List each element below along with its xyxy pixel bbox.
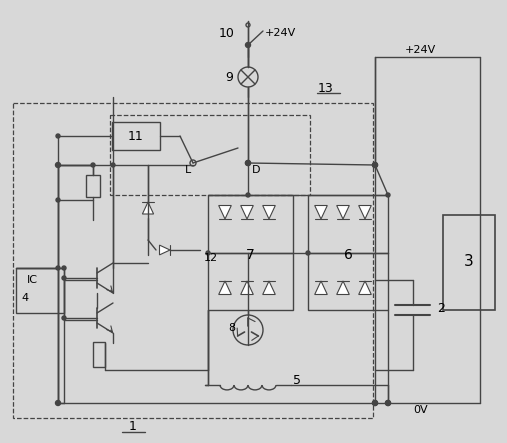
Text: 13: 13 — [318, 82, 334, 94]
Text: +24V: +24V — [265, 28, 296, 38]
Bar — [93, 342, 105, 367]
Circle shape — [56, 198, 60, 202]
Bar — [112, 122, 160, 150]
Text: IC: IC — [26, 275, 38, 285]
Circle shape — [91, 163, 95, 167]
Circle shape — [306, 251, 310, 255]
Circle shape — [373, 400, 378, 405]
Text: D: D — [252, 165, 261, 175]
Bar — [208, 195, 293, 310]
Circle shape — [62, 276, 66, 280]
Circle shape — [206, 251, 210, 255]
Circle shape — [56, 266, 60, 270]
Polygon shape — [142, 202, 154, 214]
Circle shape — [111, 163, 115, 167]
Polygon shape — [358, 281, 371, 295]
Text: 12: 12 — [204, 253, 218, 263]
Polygon shape — [337, 206, 349, 219]
Circle shape — [245, 43, 250, 47]
Text: 7: 7 — [245, 248, 255, 262]
Polygon shape — [263, 281, 275, 295]
Polygon shape — [219, 206, 231, 219]
Polygon shape — [337, 281, 349, 295]
Polygon shape — [219, 281, 231, 295]
Text: L: L — [185, 165, 191, 175]
Polygon shape — [241, 281, 254, 295]
Bar — [16, 268, 64, 313]
Polygon shape — [160, 245, 170, 255]
Text: 6: 6 — [344, 248, 352, 262]
Polygon shape — [263, 206, 275, 219]
Circle shape — [246, 193, 250, 197]
Polygon shape — [315, 281, 328, 295]
Text: 5: 5 — [293, 373, 301, 386]
Text: 0V: 0V — [413, 405, 427, 415]
Circle shape — [386, 193, 390, 197]
Polygon shape — [315, 206, 328, 219]
Circle shape — [373, 163, 378, 167]
Circle shape — [245, 160, 250, 166]
Circle shape — [62, 316, 66, 320]
Bar — [13, 103, 373, 418]
Circle shape — [373, 400, 378, 405]
Circle shape — [373, 163, 378, 167]
Bar — [443, 215, 495, 310]
Circle shape — [385, 400, 390, 405]
Polygon shape — [358, 206, 371, 219]
Text: 1: 1 — [129, 420, 137, 434]
Text: 8: 8 — [228, 323, 235, 333]
Circle shape — [245, 160, 250, 166]
Circle shape — [62, 266, 66, 270]
Circle shape — [56, 134, 60, 138]
Bar — [110, 115, 310, 195]
Text: 4: 4 — [21, 293, 28, 303]
Circle shape — [385, 400, 390, 405]
Circle shape — [55, 163, 60, 167]
Text: 2: 2 — [437, 302, 445, 315]
Text: 9: 9 — [225, 70, 233, 83]
Polygon shape — [241, 206, 254, 219]
Bar — [308, 195, 388, 310]
Circle shape — [55, 400, 60, 405]
Bar — [86, 175, 100, 197]
Text: 3: 3 — [464, 254, 474, 269]
Text: +24V: +24V — [405, 45, 436, 55]
Text: 11: 11 — [128, 129, 144, 143]
Text: 10: 10 — [219, 27, 235, 39]
